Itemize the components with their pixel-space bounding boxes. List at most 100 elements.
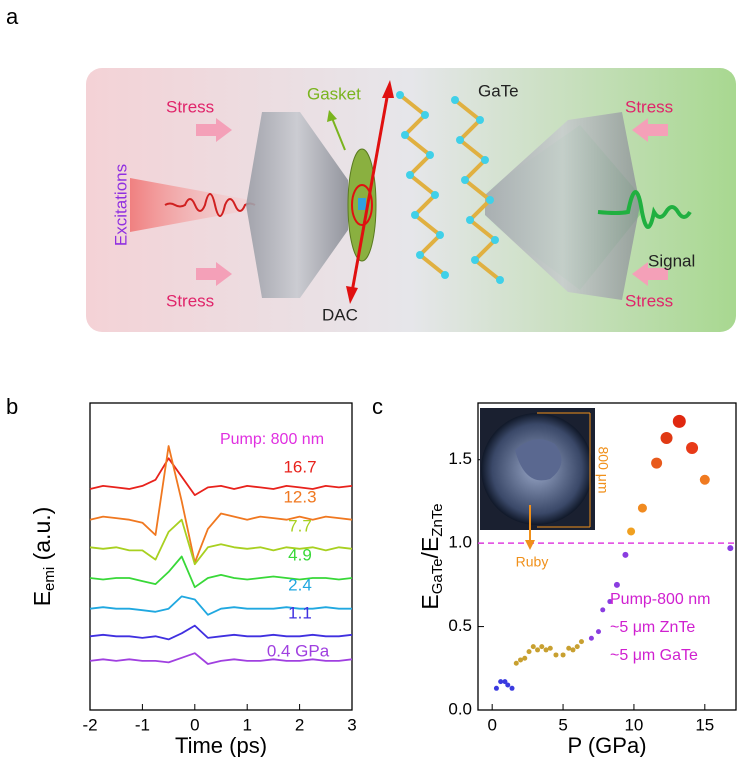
sample-ring [351,184,373,226]
point [595,629,601,635]
y-tick-label: 0.5 [448,616,472,635]
series-label: 12.3 [283,487,316,506]
y-tick-label: 1.0 [448,533,472,552]
y-tick-label: 1.5 [448,449,472,468]
pressure-line [350,91,390,293]
point [651,457,663,469]
panel-label: b [6,394,18,419]
label: Excitations [111,164,130,246]
series-label: 16.7 [283,457,316,476]
label-text: /E [417,537,443,559]
series-label: 4.9 [288,545,312,564]
point [518,657,524,663]
annotation: Pump-800 nm [610,591,711,608]
panel-label: a [6,4,19,29]
point [526,649,532,655]
x-tick-label: -1 [135,715,150,734]
panel-a: a Stress Stress Stress Stres [6,4,736,332]
plot-frame [89,402,353,711]
stress-arrow [632,118,668,142]
annotation: ~5 μm GaTe [610,647,698,664]
inset-label: 800 μm [595,447,611,494]
point [607,599,613,605]
point [622,551,629,558]
point [660,432,673,445]
point [509,685,515,691]
x-tick-label: -2 [82,715,97,734]
right-anvil [485,112,640,300]
label: Stress [166,291,214,310]
point [727,545,734,552]
trace [89,652,353,665]
inset-label: Ruby [516,554,549,570]
arrowhead [346,286,358,304]
x-tick-label: 0 [487,715,496,734]
point [522,655,528,661]
x-axis-label: P (GPa) [567,733,646,757]
arrowhead [382,80,394,98]
x-tick-label: 5 [558,715,567,734]
label: DAC [322,305,358,324]
point [699,474,710,485]
point [513,660,519,666]
point [588,635,594,641]
y-axis-label: Eemi (a.u.) [29,507,58,607]
point [686,442,699,455]
y-tick-label: 0.0 [448,699,472,718]
label: GaTe [478,81,519,100]
subscript: GaTe [429,558,446,594]
subscript: ZnTe [429,503,446,536]
point [672,414,686,428]
point [502,679,508,685]
label-text: E [417,594,443,609]
point [530,644,536,650]
label: Signal [648,251,695,270]
point [578,639,584,645]
trace [89,518,353,566]
plot-frame [477,402,737,711]
label: Stress [625,291,673,310]
x-tick-label: 10 [624,715,643,734]
trace [89,624,353,641]
y-axis-label: EGaTe/EZnTe [417,503,446,609]
x-tick-label: 3 [347,715,356,734]
label: Stress [166,97,214,116]
stress-arrow [632,262,668,286]
point [560,652,566,658]
excitation-beam [130,178,250,232]
point [574,644,580,650]
gate-crystal [398,93,502,282]
atoms [396,91,504,284]
x-tick-label: 1 [242,715,251,734]
label-text: E [29,591,55,606]
panel-label: c [372,394,383,419]
point [566,645,572,651]
x-tick-label: 0 [190,715,199,734]
label: Gasket [307,84,361,103]
point [553,652,559,658]
point [539,644,545,650]
x-axis-label: Time (ps) [175,733,267,757]
annotation: ~5 μm ZnTe [610,619,695,636]
point [493,685,499,691]
arrowhead [327,110,337,122]
x-tick-label: 15 [695,715,714,734]
label: Stress [625,97,673,116]
point [547,645,553,651]
trace [89,555,353,589]
series-label: 1.1 [288,603,312,622]
point [570,647,576,653]
series-label: 0.4 GPa [267,641,330,660]
point [613,581,620,588]
label-text: (a.u.) [29,507,55,567]
annotation: Pump: 800 nm [220,431,324,448]
point [627,527,636,536]
subscript: emi [41,567,58,591]
inset-photo [480,408,595,550]
signal-wave [597,190,692,229]
point [543,647,549,653]
point [637,503,647,513]
arrowhead [525,540,535,550]
sample-flake [515,439,562,481]
